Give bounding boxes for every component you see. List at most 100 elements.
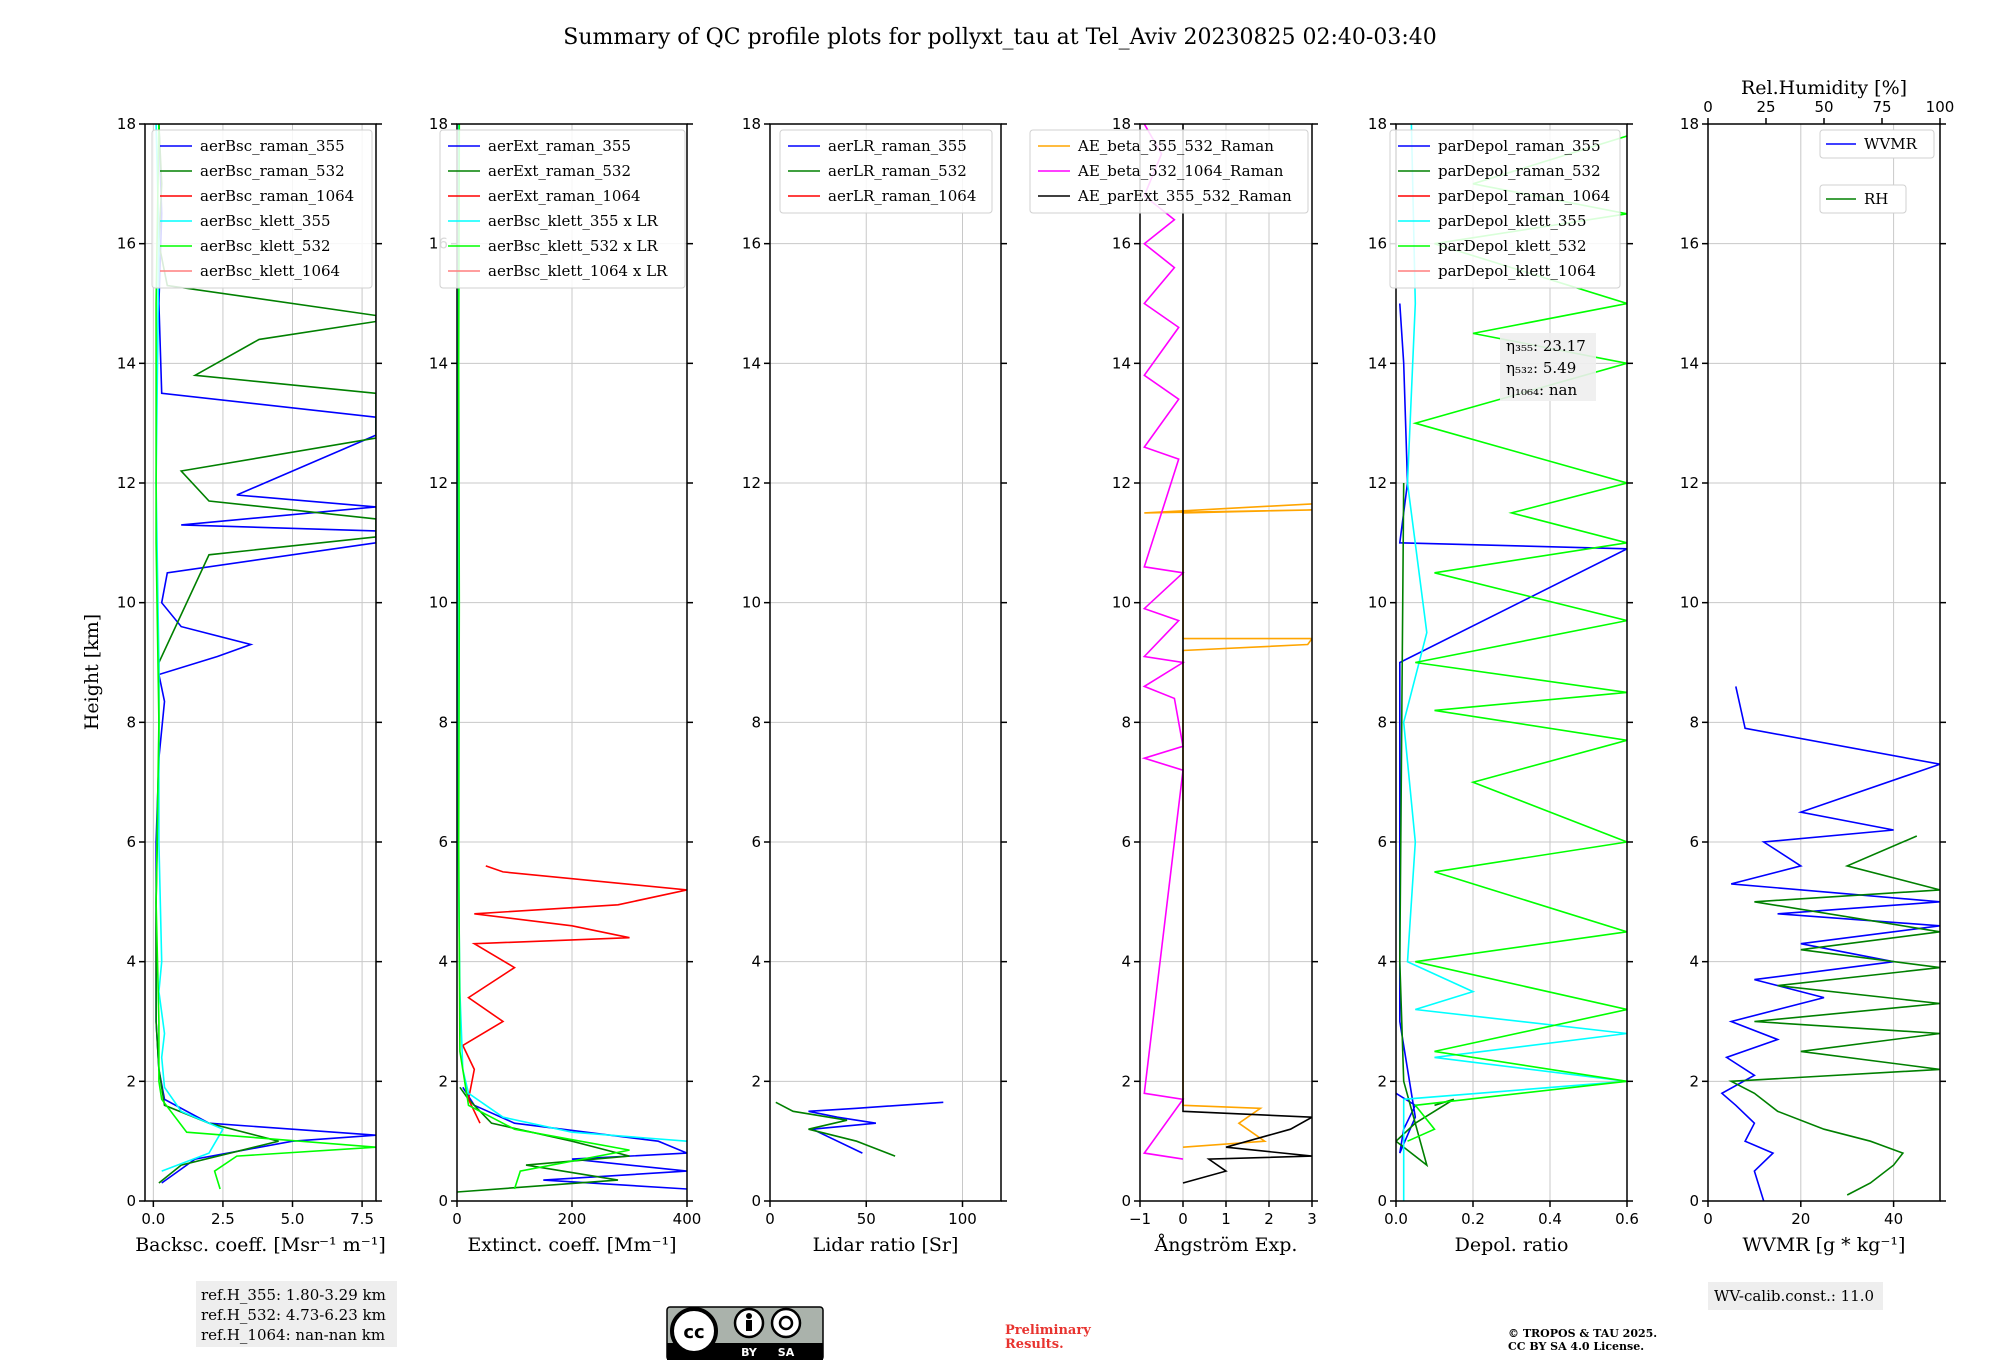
panel-3: 0 2 4 6 8 10 12 14 16 18 0 50 100 Lidar ratio [Sr] aer… — [742, 115, 1007, 1256]
ytick-label: 0 — [126, 1192, 136, 1210]
ytick-label: 8 — [438, 713, 448, 731]
ytick-label: 6 — [1121, 833, 1131, 851]
panel-5: 0 2 4 6 8 10 12 14 16 18 0.0 0.2 0.4 0.6 Depol. ratio p… — [1368, 115, 1639, 1256]
cc-by-sa-logo: cc BY SA — [666, 1306, 824, 1360]
ytick-label: 2 — [1121, 1072, 1131, 1090]
ytick-label: 10 — [429, 594, 448, 612]
series-line-aerExt_raman_355 — [462, 1086, 687, 1190]
y-axis-label: Height [km] — [81, 614, 103, 730]
series-line-parDepol_raman_355 — [1396, 303, 1627, 1154]
legend-entry: parDepol_raman_1064 — [1438, 187, 1610, 205]
ytick-label: 6 — [438, 833, 448, 851]
ytick-label: 2 — [751, 1072, 761, 1090]
plot-frame — [769, 123, 1002, 1202]
ytick-label: 8 — [1121, 713, 1131, 731]
ref-height-1064: ref.H_1064: nan-nan km — [201, 1326, 385, 1344]
legend-box — [779, 129, 993, 214]
plot-frame — [456, 123, 688, 1202]
ytick-label: 16 — [117, 235, 136, 253]
ytick-label: 14 — [117, 354, 136, 372]
series-line-WVMR — [1720, 686, 1940, 1201]
xtick-label: 20 — [1791, 1210, 1810, 1228]
legend-box — [1029, 129, 1309, 214]
series-line-aerBsc_klett_532 x LR — [457, 124, 630, 1190]
ytick-label: 4 — [751, 953, 761, 971]
series-line-aerExt_raman_1064 — [461, 865, 687, 1124]
secondary-xtick-label: 25 — [1756, 98, 1775, 116]
legend-entry: aerBsc_klett_1064 x LR — [488, 262, 668, 280]
ytick-label: 0 — [751, 1192, 761, 1210]
series-line-aerLR_raman_355 — [808, 1101, 944, 1154]
xtick-label: 3 — [1307, 1210, 1317, 1228]
ytick-label: 14 — [742, 354, 761, 372]
xtick-label: 0 — [1703, 1210, 1713, 1228]
xtick-label: 5.0 — [281, 1210, 305, 1228]
ref-height-355: ref.H_355: 1.80-3.29 km — [201, 1286, 386, 1304]
ytick-label: 10 — [1368, 594, 1387, 612]
legend-entry: parDepol_klett_355 — [1438, 212, 1587, 230]
ytick-label: 12 — [742, 474, 761, 492]
legend: aerLR_raman_355 aerLR_raman_532 aerLR_rama… — [779, 129, 993, 214]
ytick-label: 12 — [1368, 474, 1387, 492]
figure-title: Summary of QC profile plots for pollyxt_… — [563, 25, 1436, 50]
legend-entry: aerBsc_klett_532 x LR — [488, 237, 659, 255]
legend-entry: aerLR_raman_532 — [828, 162, 967, 180]
legend: aerBsc_raman_355 aerBsc_raman_532 aerBsc_r… — [151, 129, 373, 289]
ytick-label: 2 — [1689, 1072, 1699, 1090]
secondary-xtick-label: 0 — [1703, 98, 1713, 116]
xtick-label: 2 — [1264, 1210, 1274, 1228]
ytick-label: 18 — [1368, 115, 1387, 133]
legend-box — [151, 129, 373, 289]
series-line-aerBsc_raman_532 — [155, 124, 376, 1184]
eta-355: η₃₅₅: 23.17 — [1506, 337, 1586, 355]
x-axis-label: WVMR [g * kg⁻¹] — [1743, 1234, 1906, 1256]
ytick-label: 8 — [126, 713, 136, 731]
ytick-label: 4 — [438, 953, 448, 971]
legend-entry: aerBsc_klett_1064 — [200, 262, 340, 280]
ytick-label: 0 — [438, 1192, 448, 1210]
plot-frame — [1139, 123, 1313, 1202]
ytick-label: 10 — [117, 594, 136, 612]
svg-text:cc: cc — [683, 1322, 704, 1343]
ytick-label: 8 — [751, 713, 761, 731]
secondary-x-axis-label: Rel.Humidity [%] — [1741, 77, 1907, 99]
legend-entry: WVMR — [1864, 135, 1918, 153]
svg-text:BY: BY — [741, 1346, 758, 1359]
xtick-label: 1 — [1221, 1210, 1231, 1228]
eta-box: η₃₅₅: 23.17 η₅₃₂: 5.49 η₁₀₆₄: nan — [1500, 333, 1596, 401]
legend-entry: aerBsc_klett_532 — [200, 237, 331, 255]
ref-height-box-bg — [196, 1281, 397, 1347]
series-line-aerLR_raman_532 — [775, 1101, 896, 1157]
legend: WVMR RH — [1819, 129, 1935, 214]
x-axis-label: Lidar ratio [Sr] — [813, 1234, 959, 1256]
series-line-AE_beta_355_532_Raman — [1144, 503, 1312, 1148]
series-line-aerExt_raman_532 — [457, 1086, 630, 1193]
svg-text:SA: SA — [778, 1346, 795, 1359]
ytick-label: 4 — [1689, 953, 1699, 971]
ytick-label: 6 — [751, 833, 761, 851]
x-axis-label: Depol. ratio — [1455, 1234, 1569, 1256]
secondary-xtick-label: 100 — [1926, 98, 1955, 116]
panel-1: 0 2 4 6 8 10 12 14 16 18 0.0 2.5 5.0 7.5 Backsc. coeff… — [117, 115, 386, 1256]
legend-entry: aerBsc_klett_355 — [200, 212, 331, 230]
legend-entry: aerLR_raman_355 — [828, 137, 967, 155]
ytick-label: 18 — [742, 115, 761, 133]
legend-entry: AE_beta_532_1064_Raman — [1077, 162, 1284, 180]
xtick-label: 0 — [1178, 1210, 1188, 1228]
legend-entry: AE_parExt_355_532_Raman — [1077, 187, 1292, 205]
xtick-label: 0.4 — [1538, 1210, 1562, 1228]
cc-icon — [670, 1307, 718, 1355]
ytick-label: 6 — [126, 833, 136, 851]
xtick-label: −1 — [1129, 1210, 1151, 1228]
ytick-label: 4 — [126, 953, 136, 971]
ytick-label: 16 — [1112, 235, 1131, 253]
series-line-parDepol_klett_532 — [1407, 135, 1627, 1142]
x-axis-label: Backsc. coeff. [Msr⁻¹ m⁻¹] — [135, 1234, 386, 1256]
legend-entry: aerExt_raman_355 — [488, 137, 631, 155]
legend-entry: parDepol_klett_532 — [1438, 237, 1587, 255]
copyright-line2: CC BY SA 4.0 License. — [1508, 1340, 1644, 1353]
